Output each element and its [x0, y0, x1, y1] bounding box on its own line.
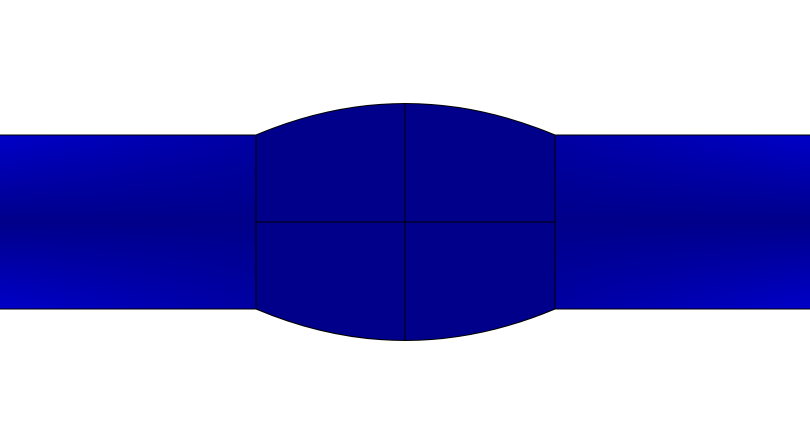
left-bar — [0, 134, 256, 310]
center-bulge — [255, 103, 556, 341]
right-bar — [555, 134, 810, 310]
